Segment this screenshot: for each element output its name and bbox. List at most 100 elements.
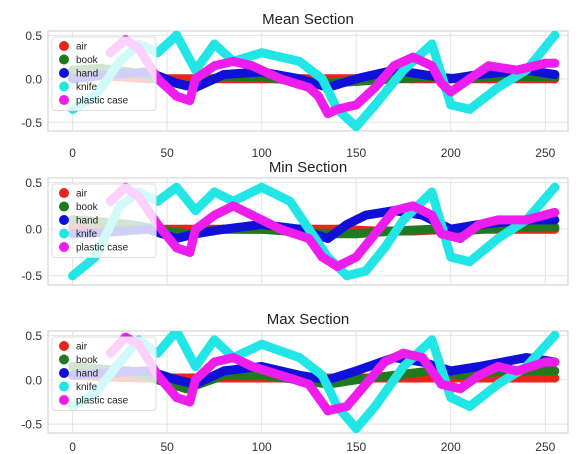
data-point-plastic-case — [304, 379, 314, 389]
chart-title: Max Section — [267, 311, 350, 328]
legend-marker — [59, 201, 69, 212]
data-point-plastic-case — [351, 252, 361, 262]
data-point-knife — [342, 271, 352, 281]
data-point-hand — [323, 233, 333, 243]
legend-label: air — [76, 342, 88, 353]
legend: air book hand knife plastic case — [51, 36, 157, 111]
data-point-plastic-case — [370, 229, 380, 239]
legend: air book hand knife plastic case — [51, 183, 157, 258]
x-tick-label: 50 — [160, 146, 174, 160]
data-point-knife — [294, 56, 304, 66]
chart-panel-1: Mean Section 0.5 0.0 -0.5 0 50 100 150 200 250 air… — [21, 11, 569, 160]
data-point-knife — [370, 401, 380, 411]
data-point-book — [351, 375, 361, 385]
data-point-knife — [257, 182, 267, 192]
data-point-plastic-case — [455, 384, 465, 394]
legend-label: knife — [76, 382, 98, 393]
data-point-plastic-case — [455, 233, 465, 243]
data-point-knife — [209, 187, 219, 197]
data-point-plastic-case — [465, 74, 475, 84]
y-tick-label: 0.0 — [25, 373, 42, 387]
data-point-hand — [417, 69, 427, 79]
data-point-plastic-case — [427, 210, 437, 220]
data-point-plastic-case — [323, 109, 333, 119]
y-tick-label: -0.5 — [21, 116, 42, 130]
data-point-plastic-case — [540, 58, 550, 68]
data-point-knife — [172, 331, 182, 336]
data-point-knife — [465, 257, 475, 267]
legend-label: knife — [76, 82, 98, 93]
y-tick-label: 0.5 — [25, 329, 42, 343]
data-point-plastic-case — [323, 406, 333, 416]
data-point-plastic-case — [304, 83, 314, 93]
data-point-plastic-case — [304, 233, 314, 243]
legend-label: hand — [76, 69, 98, 80]
data-point-plastic-case — [398, 348, 408, 358]
legend-marker — [59, 215, 69, 225]
data-point-hand — [351, 74, 361, 84]
legend-marker — [59, 395, 69, 405]
data-point-knife — [446, 252, 456, 262]
data-point-plastic-case — [408, 201, 418, 211]
legend-label: hand — [76, 216, 98, 227]
data-point-air — [521, 373, 531, 383]
data-point-plastic-case — [512, 65, 522, 75]
data-point-knife — [257, 339, 267, 349]
x-tick-label: 100 — [252, 440, 272, 454]
data-point-plastic-case — [172, 243, 182, 253]
data-point-knife — [172, 31, 182, 40]
data-point-knife — [550, 331, 560, 340]
data-point-knife — [550, 31, 560, 40]
data-point-knife — [446, 393, 456, 403]
legend-label: knife — [76, 229, 98, 240]
legend-marker — [59, 341, 69, 351]
data-point-plastic-case — [276, 74, 286, 84]
legend-label: hand — [76, 369, 98, 380]
data-point-plastic-case — [342, 401, 352, 411]
x-tick-label: 0 — [69, 440, 76, 454]
data-point-plastic-case — [247, 361, 257, 371]
data-point-plastic-case — [550, 207, 560, 217]
data-point-hand — [219, 366, 229, 376]
legend-label: air — [76, 42, 88, 53]
legend-marker — [59, 95, 69, 105]
x-tick-label: 250 — [535, 146, 555, 160]
data-point-knife — [317, 370, 327, 380]
data-point-knife — [172, 182, 182, 192]
x-tick-label: 0 — [69, 146, 76, 160]
data-point-book — [351, 229, 361, 239]
data-point-plastic-case — [190, 375, 200, 385]
data-point-knife — [317, 74, 327, 84]
data-point-plastic-case — [389, 206, 399, 216]
data-point-plastic-case — [332, 261, 342, 271]
legend-box — [51, 183, 157, 258]
y-tick-label: 0.0 — [25, 72, 42, 86]
legend-label: book — [76, 355, 99, 366]
legend-marker — [59, 242, 69, 252]
data-point-knife — [427, 187, 437, 197]
data-point-knife — [427, 335, 437, 345]
data-point-plastic-case — [276, 370, 286, 380]
legend-box — [51, 36, 157, 111]
data-point-plastic-case — [436, 78, 446, 88]
data-point-plastic-case — [521, 215, 531, 225]
y-tick-label: 0.0 — [25, 223, 42, 237]
data-point-plastic-case — [474, 370, 484, 380]
data-point-knife — [550, 182, 560, 192]
legend-marker — [59, 68, 69, 78]
data-point-plastic-case — [474, 220, 484, 230]
data-point-plastic-case — [484, 61, 494, 71]
data-point-knife — [446, 100, 456, 110]
data-point-hand — [446, 74, 456, 84]
data-point-knife — [209, 39, 219, 49]
data-point-hand — [219, 224, 229, 234]
data-point-plastic-case — [247, 61, 257, 71]
data-point-air — [550, 373, 560, 383]
legend-marker — [59, 354, 69, 365]
x-tick-label: 50 — [160, 440, 174, 454]
legend-marker — [59, 188, 69, 198]
data-point-plastic-case — [209, 61, 219, 71]
legend-label: air — [76, 189, 88, 200]
chart-panel-3: Max Section 0.5 0.0 -0.5 0 50 100 150 200 250 air b… — [21, 311, 569, 454]
data-point-plastic-case — [185, 96, 195, 106]
